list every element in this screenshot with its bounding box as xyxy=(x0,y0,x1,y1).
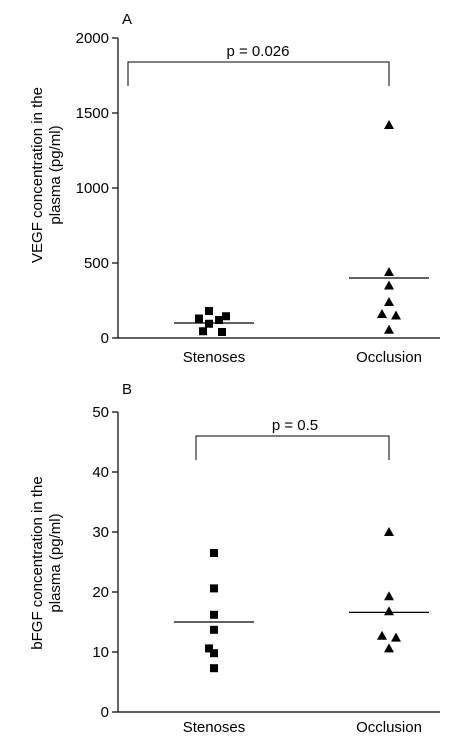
panel-b-p-value: p = 0.5 xyxy=(272,417,318,434)
panel-b-ytick-label-50: 50 xyxy=(92,404,109,421)
panel-b-ylabel-line2: plasma (pg/ml) xyxy=(47,513,64,612)
panel-a-point-stenoses-5 xyxy=(199,327,207,336)
panel-a-point-stenoses-2 xyxy=(195,314,203,323)
panel-b-point-occlusion-2 xyxy=(384,606,394,616)
panel-a-point-stenoses-3 xyxy=(215,316,223,324)
panel-b-ytick-label-40: 40 xyxy=(92,464,109,481)
panel-a-point-occlusion-1 xyxy=(384,267,394,276)
panel-a-ytick-label-1000: 1000 xyxy=(76,180,109,197)
panel-a-label: A xyxy=(122,11,132,28)
panel-a-point-occlusion-6 xyxy=(384,324,394,334)
panel-a-point-occlusion-0 xyxy=(384,120,394,129)
chart-marks: 0 500 1000 1500 2000 0 10 20 30 40 50 xyxy=(76,30,440,721)
panel-a-point-stenoses-6 xyxy=(218,328,226,336)
panel-a-point-occlusion-3 xyxy=(384,297,394,306)
panel-b-ytick-label-0: 0 xyxy=(101,704,109,721)
panel-b-point-stenoses-3 xyxy=(210,625,218,634)
panel-b-ytick-label-30: 30 xyxy=(92,524,109,541)
panel-b-point-stenoses-1 xyxy=(210,584,218,593)
panel-a-ylabel-line1: VEGF concentration in the xyxy=(29,87,46,263)
panel-b-point-stenoses-4 xyxy=(205,644,213,653)
panel-b-significance-bracket xyxy=(195,435,390,460)
panel-a-point-stenoses-1 xyxy=(222,312,230,321)
panel-a-point-occlusion-5 xyxy=(391,310,401,320)
panel-b-ytick-label-10: 10 xyxy=(92,644,109,661)
panel-a-ytick-label-2000: 2000 xyxy=(76,30,109,47)
panel-b-ytick-label-20: 20 xyxy=(92,584,109,601)
panel-a-point-stenoses-4 xyxy=(205,319,213,328)
panel-a-p-value: p = 0.026 xyxy=(227,43,290,60)
panel-b-point-occlusion-0 xyxy=(384,527,394,536)
panel-a-xtick-occlusion: Occlusion xyxy=(356,349,422,366)
panel-b-xtick-occlusion: Occlusion xyxy=(356,719,422,736)
panel-b-point-stenoses-0 xyxy=(210,549,218,557)
panel-b-point-occlusion-1 xyxy=(384,591,394,601)
panel-b-ylabel-line1: bFGF concentration in the xyxy=(29,476,46,649)
panel-b-point-stenoses-5 xyxy=(210,649,218,658)
panel-b-point-occlusion-4 xyxy=(391,632,401,642)
panel-b-point-stenoses-6 xyxy=(210,664,218,673)
panel-b-point-occlusion-5 xyxy=(384,643,394,653)
panel-a-significance-bracket xyxy=(127,61,390,86)
panel-a-xtick-stenoses: Stenoses xyxy=(183,349,246,366)
panel-a-ytick-label-500: 500 xyxy=(84,255,109,272)
panel-a-point-occlusion-4 xyxy=(377,309,387,318)
panel-a-ytick-label-1500: 1500 xyxy=(76,105,109,122)
panel-a-ylabel-line2: plasma (pg/ml) xyxy=(47,125,64,224)
panel-a-point-stenoses-0 xyxy=(205,307,213,315)
panel-b-point-occlusion-3 xyxy=(377,630,387,640)
panel-b-xtick-stenoses: Stenoses xyxy=(183,719,246,736)
panel-a-ytick-label-0: 0 xyxy=(101,330,109,347)
panel-b-label: B xyxy=(122,381,132,398)
panel-a-point-occlusion-2 xyxy=(384,280,394,290)
panel-b-point-stenoses-2 xyxy=(210,610,218,619)
